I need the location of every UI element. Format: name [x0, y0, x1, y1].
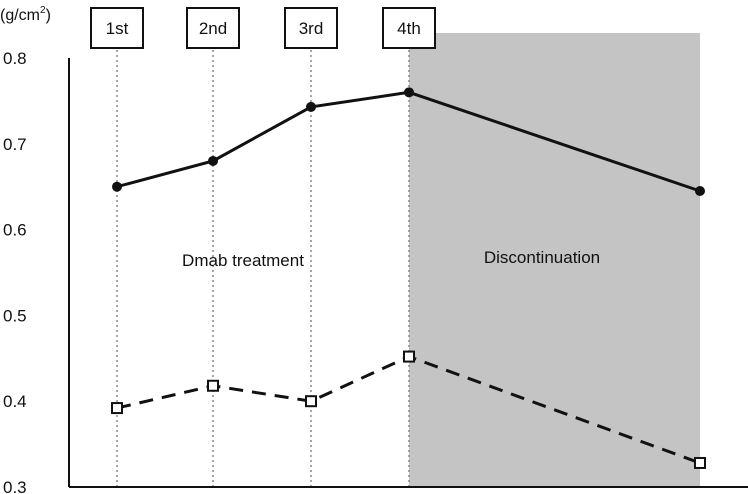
series-layer [111, 87, 706, 469]
marker-box-label: 1st [106, 19, 129, 38]
marker-box-3rd: 3rd [284, 7, 338, 49]
marker-box-label: 3rd [299, 19, 324, 38]
y-tick-label: 0.4 [3, 392, 27, 411]
data-point [694, 456, 706, 469]
data-point [207, 379, 219, 392]
data-point [111, 402, 123, 415]
y-tick-label: 0.5 [3, 306, 27, 325]
treatment-label: Dmab treatment [182, 251, 304, 270]
y-tick-label: 0.8 [3, 49, 27, 68]
marker-box-1st: 1st [90, 7, 144, 49]
y-unit-label: (g/cm2) [0, 5, 51, 24]
data-point [404, 87, 414, 98]
data-point [112, 181, 122, 192]
marker-box-label: 4th [397, 19, 421, 38]
marker-box-frame [90, 7, 144, 49]
data-point [208, 155, 218, 166]
marker-box-layer: 1st 2nd 3rd 4th [90, 7, 436, 49]
data-point [305, 395, 317, 408]
marker-box-4th: 4th [382, 7, 436, 49]
y-tick-label: 0.7 [3, 135, 27, 154]
tick-layer: 0.8 0.7 0.6 0.5 0.4 0.3 [3, 49, 27, 494]
y-tick-label: 0.3 [3, 478, 27, 494]
data-point [695, 185, 705, 196]
y-tick-label: 0.6 [3, 221, 27, 240]
data-point [403, 350, 415, 363]
marker-box-frame [186, 7, 240, 49]
marker-box-2nd: 2nd [186, 7, 240, 49]
discontinuation-label: Discontinuation [484, 248, 600, 267]
axis-layer [68, 58, 748, 488]
region-label-layer: Dmab treatment Discontinuation [182, 248, 600, 270]
data-point [306, 101, 316, 112]
marker-box-frame [284, 7, 338, 49]
marker-box-frame [382, 7, 436, 49]
marker-box-label: 2nd [199, 19, 227, 38]
